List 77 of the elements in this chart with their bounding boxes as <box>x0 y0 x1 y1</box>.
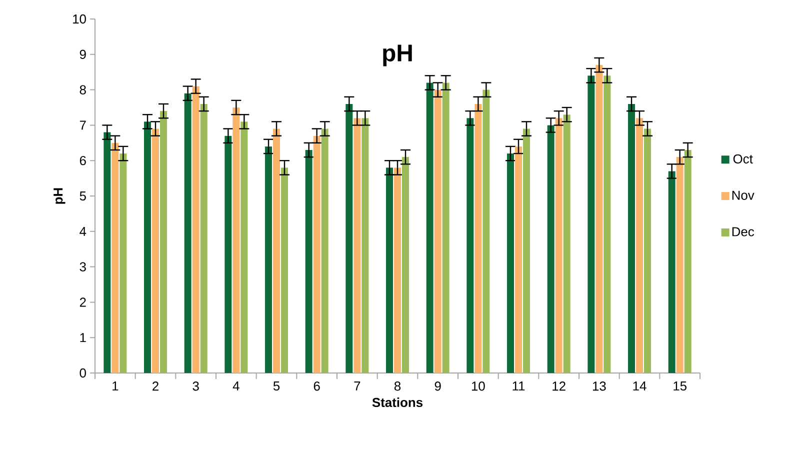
text: pH <box>383 44 412 66</box>
bar <box>354 118 361 373</box>
bar <box>144 122 151 373</box>
bar <box>515 146 522 373</box>
y-tick-label: 0 <box>80 368 86 378</box>
bar <box>265 146 272 373</box>
x-tick-label: 11 <box>512 382 525 390</box>
x-tick-label: 3 <box>192 382 199 391</box>
bar <box>636 118 644 373</box>
bar <box>224 136 232 373</box>
bar <box>200 104 208 373</box>
bar <box>523 128 530 373</box>
bar <box>628 104 636 373</box>
y-tick-label: 7 <box>80 120 86 130</box>
bar <box>112 142 119 373</box>
y-tick-label: 10 <box>73 14 86 24</box>
bar <box>273 128 280 373</box>
x-tick-label: 15 <box>674 382 686 391</box>
bar <box>184 93 192 373</box>
bar <box>402 157 410 373</box>
y-tick-label: 8 <box>80 85 86 94</box>
bar <box>563 114 570 373</box>
bar <box>596 65 603 373</box>
bar <box>104 132 111 373</box>
bar <box>313 136 320 373</box>
y-tick-label: 5 <box>80 191 86 201</box>
y-tick-label: 3 <box>80 262 86 272</box>
bar <box>394 168 402 373</box>
x-tick-label: 1 <box>112 382 118 390</box>
legend-label: Nov <box>732 190 754 200</box>
x-tick-label: 7 <box>354 382 360 390</box>
bar <box>321 128 328 373</box>
bar <box>152 128 159 373</box>
y-tick-label: 2 <box>80 298 86 307</box>
bar <box>426 82 434 373</box>
y-tick-label: 6 <box>80 156 86 166</box>
bar <box>676 157 684 373</box>
x-axis-title: Stations <box>372 398 423 408</box>
legend-label: Dec <box>732 227 754 236</box>
bar <box>160 111 167 373</box>
bar <box>668 171 676 373</box>
x-tick-label: 4 <box>232 382 240 390</box>
x-tick-label: 12 <box>552 382 566 391</box>
bar <box>240 122 248 373</box>
bar <box>434 90 442 373</box>
bar <box>305 150 312 373</box>
x-tick-label: 10 <box>472 382 485 391</box>
bar <box>232 107 240 373</box>
bar <box>120 154 127 373</box>
x-tick-label: 5 <box>273 382 280 391</box>
bar <box>442 82 450 373</box>
bar <box>644 128 652 373</box>
bar <box>604 76 611 373</box>
bar <box>474 104 482 373</box>
bar <box>507 154 514 373</box>
bar <box>362 118 369 373</box>
bar <box>346 104 353 373</box>
x-tick-label: 8 <box>394 382 401 391</box>
x-tick-label: 2 <box>152 382 158 391</box>
y-tick-label: 4 <box>80 226 86 236</box>
bar <box>466 118 474 373</box>
bar <box>555 118 562 373</box>
y-tick-label: 1 <box>80 333 86 342</box>
y-tick-label: 9 <box>80 50 86 59</box>
y-axis-title: pH <box>54 188 66 204</box>
bar <box>547 125 554 373</box>
bar <box>386 168 394 373</box>
x-tick-label: 13 <box>592 382 606 391</box>
x-tick-label: 9 <box>434 382 441 391</box>
bar <box>281 168 288 373</box>
legend-label: Oct <box>733 154 753 164</box>
bar <box>588 76 595 373</box>
x-tick-label: 14 <box>633 382 646 390</box>
bar <box>482 90 490 373</box>
x-tick-label: 6 <box>314 382 320 391</box>
bar <box>192 86 200 373</box>
bar <box>684 150 692 373</box>
